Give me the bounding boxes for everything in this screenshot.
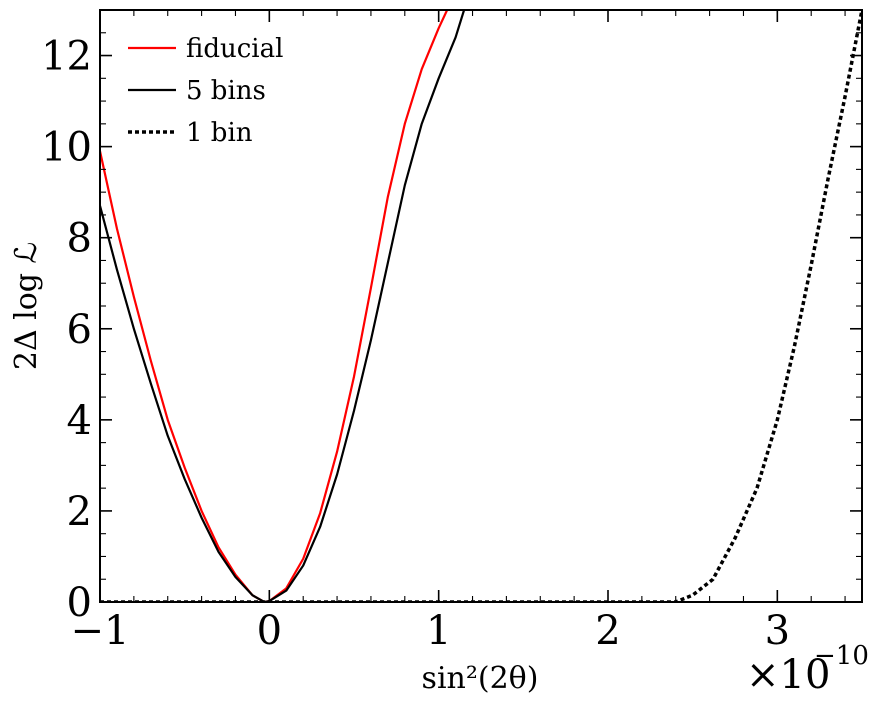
y-tick-label: 12 [41, 34, 92, 80]
legend: fiducial 5 bins 1 bin [128, 34, 283, 148]
y-tick-label: 8 [67, 216, 92, 262]
y-tick-label: 6 [67, 307, 92, 353]
x-multiplier: ×10 −10 [746, 641, 869, 698]
minor-ticks [100, 9, 862, 602]
x-tick-label: 0 [257, 608, 282, 654]
legend-label: 5 bins [186, 76, 266, 106]
y-tick-label: 10 [41, 125, 92, 171]
y-tick-labels: 0 2 4 6 8 10 12 [41, 34, 92, 626]
x-multiplier-base: ×10 [746, 652, 830, 698]
legend-item: 1 bin [128, 118, 253, 148]
series-line-1-bin [100, 10, 862, 602]
legend-item: 5 bins [128, 76, 266, 106]
x-tick-labels: −1 0 1 2 3 [71, 608, 791, 654]
x-multiplier-exponent: −10 [814, 641, 869, 671]
x-tick-label: 1 [426, 608, 451, 654]
legend-label: fiducial [186, 34, 283, 64]
y-tick-label: 2 [67, 489, 92, 535]
x-tick-label: −1 [71, 608, 130, 654]
legend-item: fiducial [128, 34, 283, 64]
series-line-5-bins [100, 10, 466, 602]
x-tick-label: 2 [595, 608, 620, 654]
y-tick-label: 0 [67, 580, 92, 626]
x-tick-label: 3 [765, 608, 790, 654]
major-ticks [99, 10, 862, 603]
y-tick-label: 4 [67, 398, 92, 444]
legend-label: 1 bin [186, 118, 253, 148]
x-axis-title: sin²(2θ) [422, 661, 539, 696]
y-axis-title: 2Δ log ℒ [9, 242, 44, 370]
